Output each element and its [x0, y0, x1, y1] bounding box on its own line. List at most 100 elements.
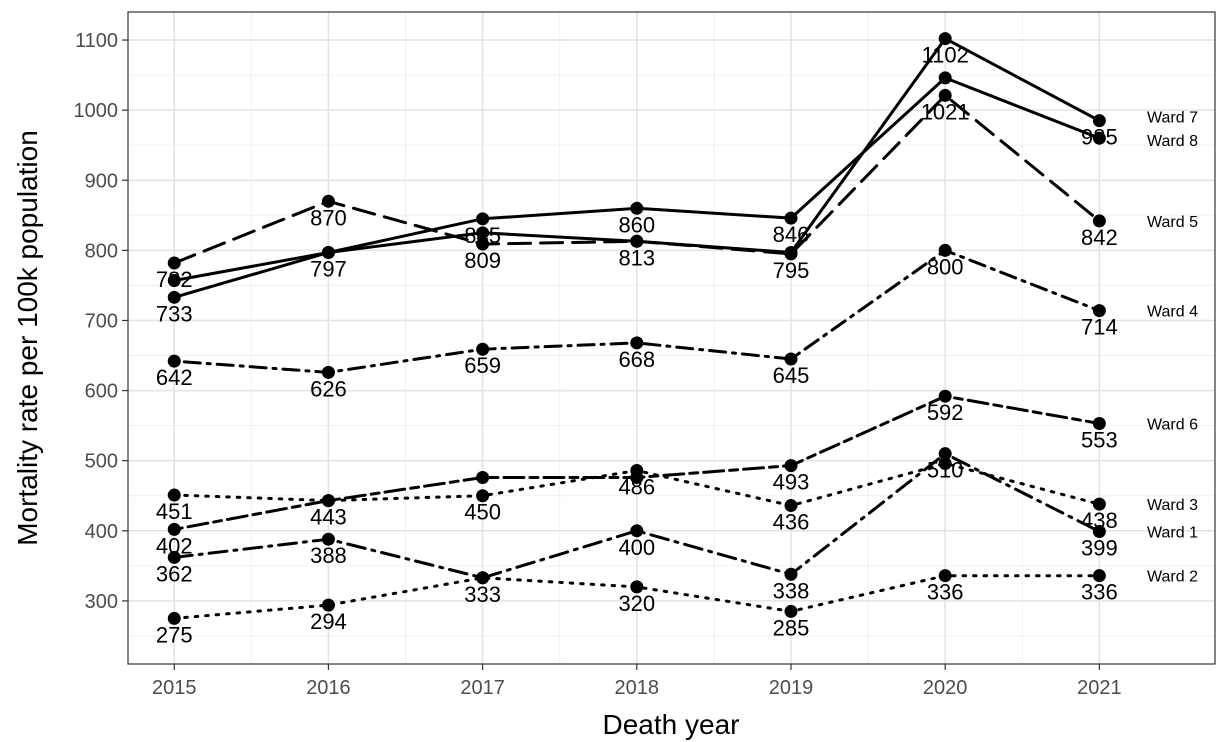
- data-label: 493: [773, 470, 810, 495]
- data-point: [784, 247, 798, 261]
- series-label: Ward 1: [1147, 524, 1198, 541]
- data-label: 592: [927, 400, 964, 425]
- x-tick-label: 2016: [306, 677, 351, 699]
- data-point: [1092, 524, 1106, 538]
- data-label: 985: [1081, 125, 1118, 150]
- grid: [128, 12, 1215, 664]
- data-point: [938, 447, 952, 461]
- x-tick-label: 2017: [460, 677, 505, 699]
- panel-border: [127, 11, 1216, 665]
- data-point: [630, 580, 644, 594]
- data-point: [476, 226, 490, 240]
- data-point: [630, 201, 644, 215]
- data-label: 1102: [922, 43, 969, 68]
- data-label: 399: [1081, 535, 1118, 560]
- data-label: 402: [156, 533, 193, 558]
- data-point: [321, 598, 335, 612]
- data-point: [784, 499, 798, 513]
- series-label: Ward 3: [1147, 497, 1198, 514]
- data-label: 870: [310, 205, 347, 230]
- data-label: 400: [618, 535, 655, 560]
- data-point: [321, 494, 335, 508]
- data-label: 388: [310, 543, 347, 568]
- x-tick-label: 2020: [923, 677, 968, 699]
- panel-background: [128, 12, 1215, 664]
- data-point: [476, 571, 490, 585]
- data-point: [321, 245, 335, 259]
- data-point: [476, 489, 490, 503]
- data-point: [476, 212, 490, 226]
- x-axis-title: Death year: [603, 709, 740, 740]
- data-label: 338: [773, 578, 810, 603]
- y-tick-label: 800: [85, 240, 118, 262]
- data-point: [167, 274, 181, 288]
- data-label: 626: [310, 376, 347, 401]
- y-tick-label: 900: [85, 170, 118, 192]
- y-tick-label: 500: [85, 451, 118, 473]
- y-tick-label: 700: [85, 310, 118, 332]
- data-point: [476, 237, 490, 251]
- data-point: [938, 88, 952, 102]
- data-label: 714: [1081, 315, 1118, 340]
- y-tick-label: 1100: [75, 30, 118, 52]
- data-point: [784, 459, 798, 473]
- series-labels: Ward 7 Ward 8 Ward 5 Ward 4 Ward 6 Ward 3 Ward…: [1147, 110, 1198, 586]
- data-label: 795: [773, 258, 810, 283]
- data-label: 450: [464, 500, 501, 525]
- data-label: 845: [464, 223, 501, 248]
- data-point: [784, 352, 798, 366]
- series-label: Ward 4: [1147, 304, 1198, 321]
- data-point: [630, 464, 644, 478]
- y-axis-title: Mortality rate per 100k population: [12, 130, 43, 546]
- series-label: Ward 7: [1147, 110, 1198, 127]
- data-label: 362: [156, 561, 193, 586]
- data-label: 797: [310, 256, 347, 281]
- data-point: [938, 243, 952, 257]
- series-label: Ward 5: [1147, 214, 1198, 231]
- data-points: [167, 32, 1106, 625]
- data-labels: 1102 985 733 797 845 860 846 782 870 809 813 795 102…: [156, 43, 1118, 648]
- axis-ticks: 2015 2016 2017 2018 2019 2020 2021 300 400 500 600…: [74, 30, 1122, 699]
- series-label: Ward 8: [1147, 133, 1198, 150]
- data-point: [321, 194, 335, 208]
- data-label: 333: [464, 582, 501, 607]
- data-point: [938, 456, 952, 470]
- data-point: [938, 569, 952, 583]
- data-label: 294: [310, 609, 347, 634]
- data-point: [784, 604, 798, 618]
- data-point: [476, 471, 490, 485]
- data-label: 451: [156, 499, 193, 524]
- data-point: [167, 354, 181, 368]
- series-label: Ward 2: [1147, 569, 1198, 586]
- data-point: [938, 389, 952, 403]
- y-tick-label: 1000: [74, 100, 119, 122]
- data-point: [1092, 417, 1106, 431]
- data-label: 782: [156, 267, 193, 292]
- data-label: 668: [618, 347, 655, 372]
- data-point: [1092, 114, 1106, 128]
- data-label: 436: [773, 510, 810, 535]
- data-point: [1092, 304, 1106, 318]
- data-label: 645: [773, 363, 810, 388]
- data-point: [630, 336, 644, 350]
- data-point: [784, 567, 798, 581]
- data-label: 285: [773, 615, 810, 640]
- data-point: [167, 488, 181, 502]
- y-tick-label: 300: [85, 591, 118, 613]
- data-label: 813: [618, 245, 655, 270]
- data-point: [321, 365, 335, 379]
- data-point: [1092, 569, 1106, 583]
- data-label: 809: [464, 248, 501, 273]
- data-point: [167, 290, 181, 304]
- x-tick-label: 2018: [615, 677, 660, 699]
- data-label: 733: [156, 301, 193, 326]
- data-point: [167, 550, 181, 564]
- data-point: [784, 211, 798, 225]
- data-point: [1092, 214, 1106, 228]
- data-point: [1092, 131, 1106, 145]
- data-label: 275: [156, 622, 193, 647]
- data-label: 336: [927, 580, 964, 605]
- data-label: 842: [1081, 225, 1118, 250]
- data-label: 510: [927, 458, 964, 483]
- x-tick-label: 2019: [769, 677, 814, 699]
